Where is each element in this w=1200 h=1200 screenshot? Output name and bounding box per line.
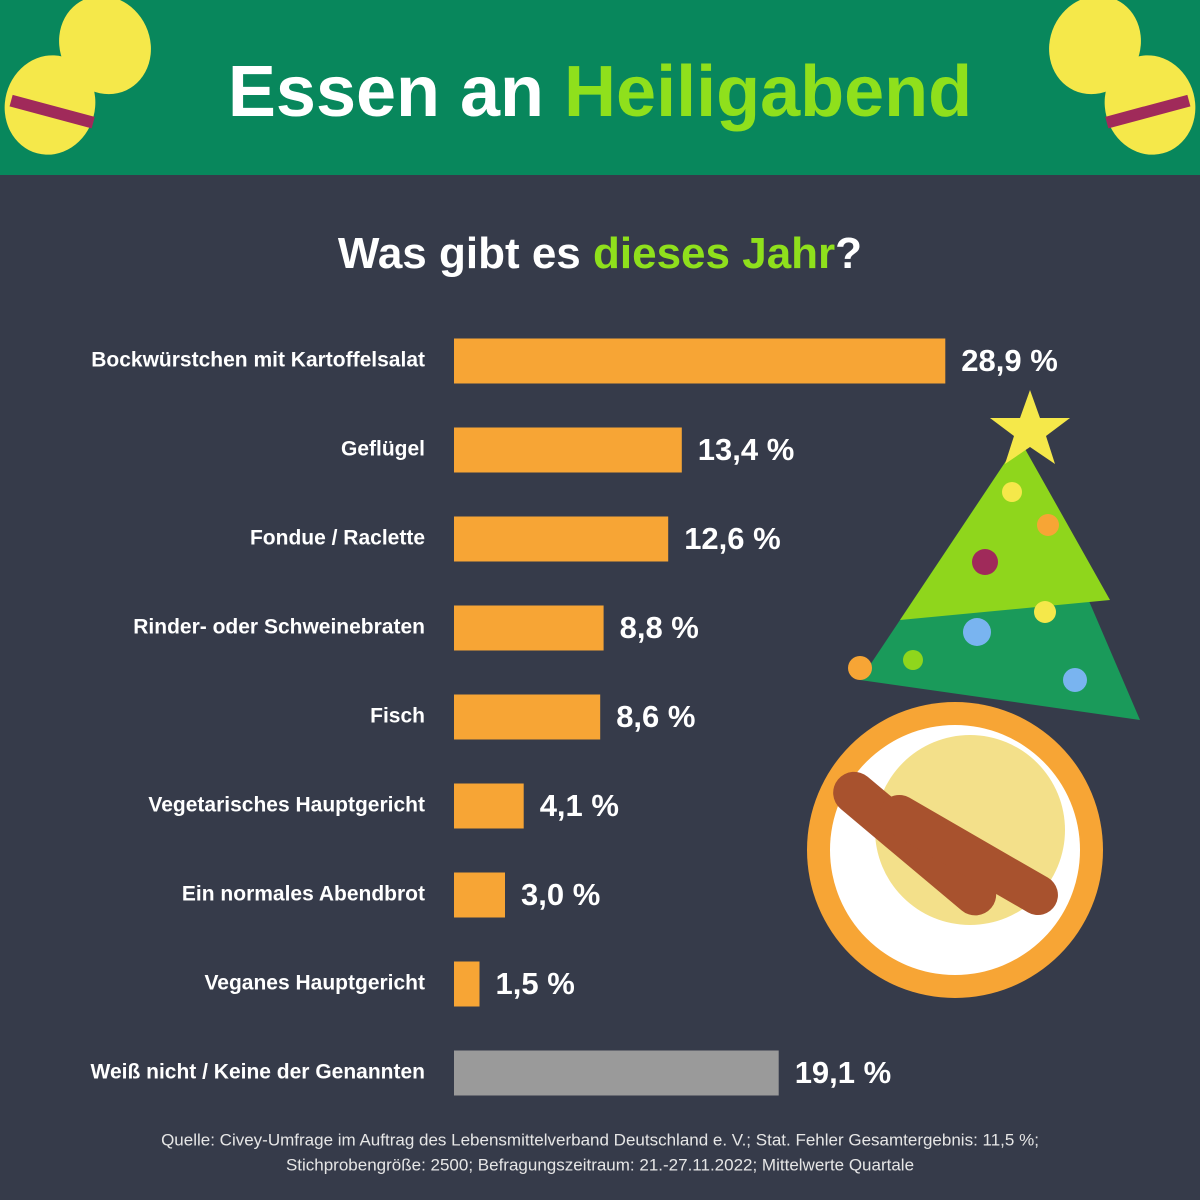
category-label: Fondue / Raclette (250, 527, 425, 550)
bar (454, 872, 505, 918)
category-label: Geflügel (341, 438, 425, 461)
title-part: Heiligabend (564, 52, 972, 132)
source-line: Quelle: Civey-Umfrage im Auftrag des Leb… (161, 1130, 1039, 1149)
bar (454, 605, 604, 651)
value-label: 1,5 % (496, 966, 575, 1001)
source-line: Stichprobengröße: 2500; Befragungszeitra… (286, 1155, 914, 1174)
category-label: Vegetarisches Hauptgericht (148, 794, 425, 817)
bells-left (4, 0, 151, 155)
bar (454, 1050, 779, 1096)
subtitle-part: ? (835, 229, 862, 278)
header-band (0, 0, 1200, 175)
value-label: 8,8 % (620, 610, 699, 645)
subtitle-part: dieses Jahr (593, 229, 835, 278)
bar (454, 516, 669, 562)
bar (454, 338, 946, 384)
category-label: Veganes Hauptgericht (204, 972, 425, 995)
category-label: Fisch (370, 705, 425, 728)
bar (454, 694, 601, 740)
title: Essen an Heiligabend (228, 52, 972, 132)
value-label: 19,1 % (795, 1055, 892, 1090)
category-label: Rinder- oder Schweinebraten (133, 616, 425, 639)
subtitle-part: Was gibt es (338, 229, 593, 278)
category-label: Bockwürstchen mit Kartoffelsalat (91, 349, 425, 372)
value-label: 8,6 % (616, 699, 695, 734)
value-label: 12,6 % (684, 521, 781, 556)
category-label: Weiß nicht / Keine der Genannten (91, 1061, 426, 1084)
decoration-tree (848, 390, 1140, 720)
title-part: Essen an (228, 52, 564, 132)
bells-right (1049, 0, 1196, 155)
decoration-plate (807, 702, 1103, 998)
value-label: 28,9 % (961, 343, 1058, 378)
bar (454, 961, 480, 1007)
category-label: Ein normales Abendbrot (182, 883, 425, 906)
bar-chart: Bockwürstchen mit Kartoffelsalat 28,9 % Ge… (91, 338, 1058, 1096)
value-label: 13,4 % (698, 432, 795, 467)
value-label: 3,0 % (521, 877, 600, 912)
bar (454, 427, 682, 473)
subtitle: Was gibt es dieses Jahr? (338, 229, 862, 278)
value-label: 4,1 % (540, 788, 619, 823)
bar (454, 783, 524, 829)
